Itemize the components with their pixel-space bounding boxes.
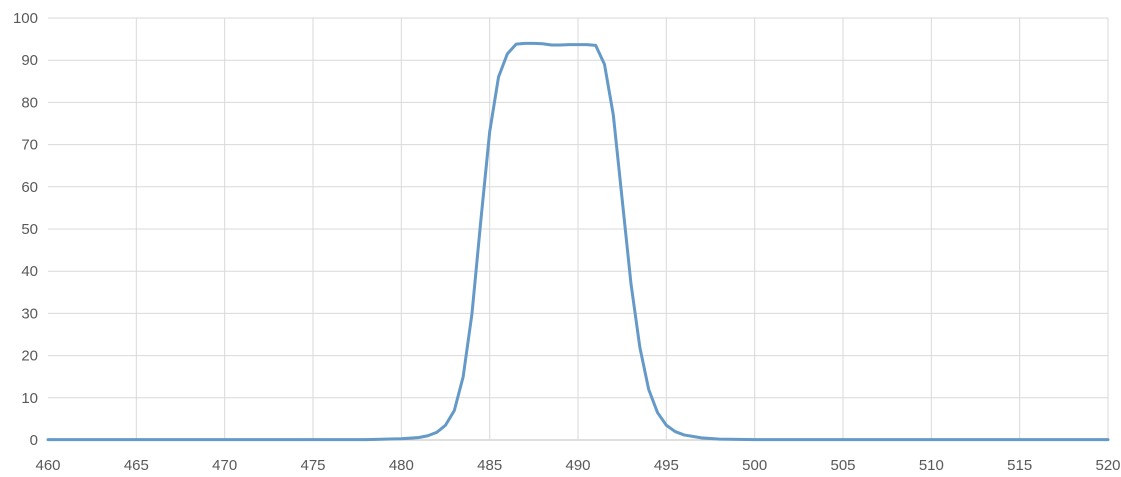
x-tick-label-480: 480 (389, 457, 414, 474)
y-tick-label-70: 70 (21, 137, 38, 154)
y-tick-label-10: 10 (21, 390, 38, 407)
x-tick-label-485: 485 (477, 457, 502, 474)
y-tick-label-40: 40 (21, 263, 38, 280)
x-tick-label-470: 470 (212, 457, 237, 474)
x-tick-label-495: 495 (654, 457, 679, 474)
x-tick-labels: 460 465 470 475 480 485 490 495 500 505 510 515 520 (35, 457, 1120, 474)
y-tick-label-0: 0 (30, 432, 38, 449)
series-line-1 (46, 41, 1110, 442)
y-tick-label-80: 80 (21, 94, 38, 111)
y-tick-label-100: 100 (13, 10, 38, 27)
x-tick-label-520: 520 (1095, 457, 1120, 474)
y-tick-label-30: 30 (21, 305, 38, 322)
x-tick-label-500: 500 (742, 457, 767, 474)
x-tick-label-460: 460 (35, 457, 60, 474)
y-tick-labels: 0 10 20 30 40 50 60 70 80 90 100 (13, 10, 38, 449)
x-tick-label-490: 490 (565, 457, 590, 474)
y-tick-label-90: 90 (21, 52, 38, 69)
y-tick-label-20: 20 (21, 348, 38, 365)
x-tick-label-465: 465 (124, 457, 149, 474)
x-tick-label-505: 505 (830, 457, 855, 474)
plot-area (46, 41, 1110, 442)
y-tick-label-60: 60 (21, 179, 38, 196)
x-tick-label-510: 510 (919, 457, 944, 474)
y-tick-label-50: 50 (21, 221, 38, 238)
x-tick-label-515: 515 (1007, 457, 1032, 474)
x-tick-label-475: 475 (300, 457, 325, 474)
x-gridlines (135, 18, 1109, 440)
